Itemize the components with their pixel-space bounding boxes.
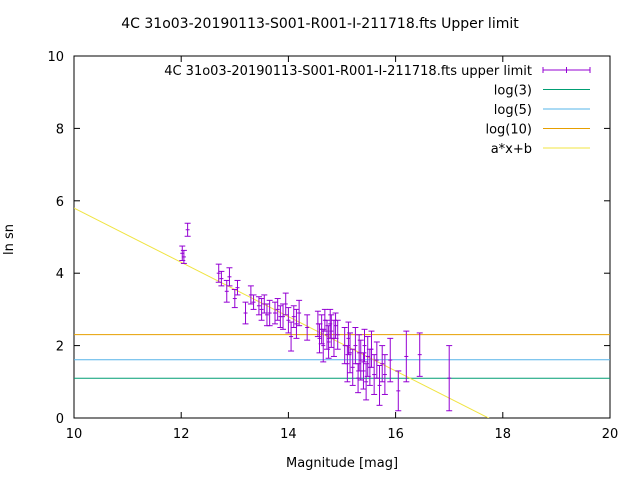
y-tick-label: 8 [56,122,64,137]
x-tick-label: 12 [173,427,190,442]
chart-title: 4C 31o03-20190113-S001-R001-I-211718.fts… [121,16,519,32]
x-axis-label: Magnitude [mag] [285,456,399,471]
x-tick-label: 10 [66,427,83,442]
legend-label: a*x+b [491,142,532,157]
legend-label: log(5) [494,103,532,118]
legend-label: log(10) [485,123,532,138]
plot-series-group [74,207,610,418]
y-tick-label: 10 [47,50,64,65]
x-tick-label: 20 [602,427,619,442]
y-tick-label: 2 [56,340,64,355]
legend-label: 4C 31o03-20190113-S001-R001-I-211718.fts… [164,64,532,79]
x-tick-label: 14 [280,427,297,442]
legend-label: log(3) [494,84,532,99]
y-tick-label: 0 [56,412,64,427]
x-tick-label: 18 [495,427,512,442]
y-tick-label: 4 [56,267,64,282]
y-tick-label: 6 [56,195,64,210]
x-tick-label: 16 [387,427,404,442]
plot-frame [73,55,611,419]
fit-line [74,207,490,418]
